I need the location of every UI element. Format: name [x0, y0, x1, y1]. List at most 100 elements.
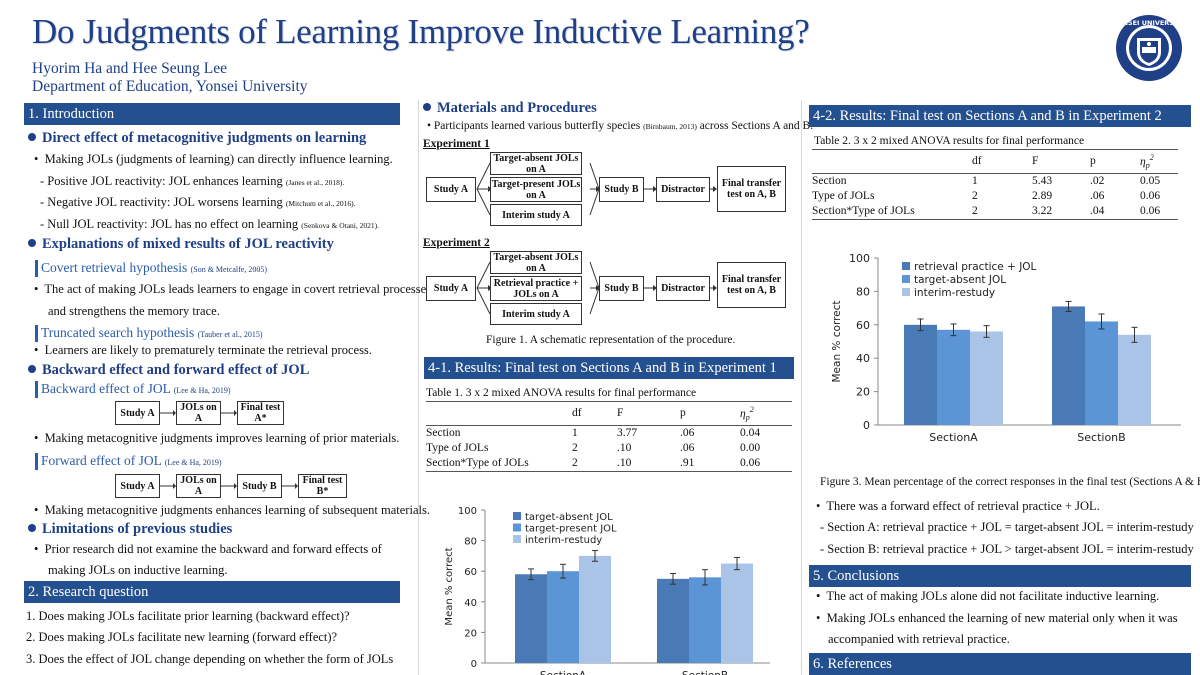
methods-text: • Participants learned various butterfly…: [427, 120, 814, 132]
table-header-cell: df: [972, 148, 1032, 175]
table-header-cell: p: [680, 400, 740, 427]
logo-text: YONSEI UNIVERSITY: [1115, 19, 1183, 27]
arrow-head: [713, 186, 717, 192]
bullet-dot: [423, 103, 431, 111]
table-cell: .06: [680, 442, 695, 455]
research-question-3: 3. Does the effect of JOL change dependi…: [26, 652, 394, 666]
bullet-text: • There was a forward effect of retrieva…: [816, 499, 1100, 513]
x-category-label: SectionA: [540, 670, 587, 675]
legend-swatch: [513, 535, 521, 543]
connector: [589, 162, 600, 190]
bullet-text: - Section B: retrieval practice + JOL > …: [820, 542, 1194, 556]
text: Backward effect of JOL: [41, 381, 171, 396]
y-axis-label: Mean % correct: [831, 300, 843, 382]
arrow-head: [295, 483, 298, 489]
table-header-cell: F: [1032, 148, 1090, 175]
table-cell: .10: [617, 442, 632, 455]
bar: [970, 331, 1003, 425]
covert-retrieval-heading: Covert retrieval hypothesis (Son & Metca…: [35, 260, 267, 277]
exp1-box-target-present: Target-present JOLs on A: [490, 177, 582, 202]
citation: (Lee & Ha, 2019): [164, 458, 222, 467]
exp2-box-final-test: Final transfer test on A, B: [717, 262, 786, 308]
table-cell: 5.43: [1032, 175, 1053, 188]
table-row: Section*Type of JOLs 2 3.22.04 0.06: [812, 204, 1178, 221]
y-tick-label: 60: [464, 567, 477, 578]
flow-box-study-a: Study A: [115, 474, 160, 498]
table-header-cell: F: [617, 400, 680, 427]
table-cell: 2.89: [1032, 190, 1053, 203]
bar: [721, 563, 753, 663]
arrow-head: [173, 410, 176, 416]
table-cell: 1: [572, 427, 578, 440]
legend-swatch: [513, 523, 521, 532]
forward-effect-heading: Forward effect of JOL (Lee & Ha, 2019): [35, 453, 222, 470]
table-header-row: df F p ηp2: [426, 400, 792, 427]
legend-swatch: [902, 262, 910, 270]
arrow-head: [596, 186, 600, 192]
y-tick-label: 60: [856, 319, 870, 332]
bar: [657, 578, 689, 663]
y-tick-label: 100: [849, 252, 870, 265]
table-cell: 2: [572, 456, 617, 473]
connector: [589, 261, 600, 289]
exp1-box-final-test: Final transfer test on A, B: [717, 166, 786, 212]
bar: [689, 577, 721, 663]
text: - Positive JOL reactivity: JOL enhances …: [40, 174, 283, 188]
subsection-explanations: Explanations of mixed results of JOL rea…: [28, 236, 334, 253]
bullet-text: • The act of making JOLs leads learners …: [34, 282, 432, 296]
y-axis-label: Mean % correct: [444, 547, 455, 625]
arrow-head: [653, 186, 657, 192]
subsection-title: Direct effect of metacognitive judgments…: [42, 130, 367, 146]
experiment-1-diagram: [476, 162, 717, 216]
table-header-row: df F p ηp2: [812, 148, 1178, 175]
flow-box-study-a: Study A: [115, 401, 160, 425]
connector: [476, 188, 491, 216]
backward-effect-heading: Backward effect of JOL (Lee & Ha, 2019): [35, 381, 231, 398]
bullet-text: - Positive JOL reactivity: JOL enhances …: [40, 174, 344, 190]
table-cell: Section*Type of JOLs: [812, 204, 972, 221]
citation: (Tauber et al., 2015): [197, 330, 263, 339]
text: There was a forward effect of retrieval …: [826, 499, 1100, 513]
experiment-2-label: Experiment 2: [423, 237, 490, 249]
table-cell: 2: [972, 190, 978, 203]
legend-label: target-absent JOL: [525, 512, 613, 523]
table-cell: .06: [680, 427, 695, 440]
x-category-label: SectionB: [1077, 431, 1125, 444]
bullet-text-continued: making JOLs on inductive learning.: [48, 563, 228, 577]
table-cell: 1: [972, 175, 978, 188]
exp2-box-target-absent: Target-absent JOLs on A: [490, 251, 582, 274]
bullet-text: • Learners are likely to prematurely ter…: [34, 343, 372, 357]
y-tick-label: 80: [464, 537, 477, 548]
authors: Hyorim Ha and Hee Seung Lee: [32, 60, 227, 77]
bar: [547, 571, 579, 663]
connector: [476, 287, 491, 315]
text: across Sections A and B.: [699, 120, 814, 132]
table-cell: 0.06: [1140, 204, 1178, 221]
table-1-caption: Table 1. 3 x 2 mixed ANOVA results for f…: [426, 387, 697, 399]
arrow-head: [234, 410, 237, 416]
figure-1-caption: Figure 1. A schematic representation of …: [486, 334, 736, 346]
bar: [1085, 321, 1118, 425]
column-divider: [801, 100, 802, 675]
bar: [904, 324, 937, 425]
table-header-cell: ηp2: [740, 400, 792, 427]
exp2-box-distractor: Distractor: [656, 276, 710, 301]
exp2-box-study-b: Study B: [599, 276, 644, 301]
bullet-dot: [28, 239, 36, 247]
table-cell: .04: [1090, 204, 1140, 221]
y-tick-label: 100: [458, 506, 477, 517]
subsection-title: Materials and Procedures: [437, 100, 597, 116]
legend-label: interim-restudy: [914, 287, 995, 299]
truncated-search-heading: Truncated search hypothesis (Tauber et a…: [35, 325, 263, 342]
table-cell: 0.00: [740, 442, 761, 455]
bullet-text: • Making metacognitive judgments improve…: [34, 431, 400, 445]
subsection-limitations: Limitations of previous studies: [28, 521, 232, 538]
text: - Negative JOL reactivity: JOL worsens l…: [40, 195, 283, 209]
flow-box-study-b: Study B: [237, 474, 282, 498]
research-question-2: 2. Does making JOLs facilitate new learn…: [26, 630, 338, 644]
subsection-direct-effect: Direct effect of metacognitive judgments…: [28, 130, 366, 147]
arrow-head: [713, 285, 717, 291]
section-header-conclusions: 5. Conclusions: [809, 565, 1191, 587]
bullet-dot: [28, 133, 36, 141]
y-tick-label: 80: [856, 285, 870, 298]
